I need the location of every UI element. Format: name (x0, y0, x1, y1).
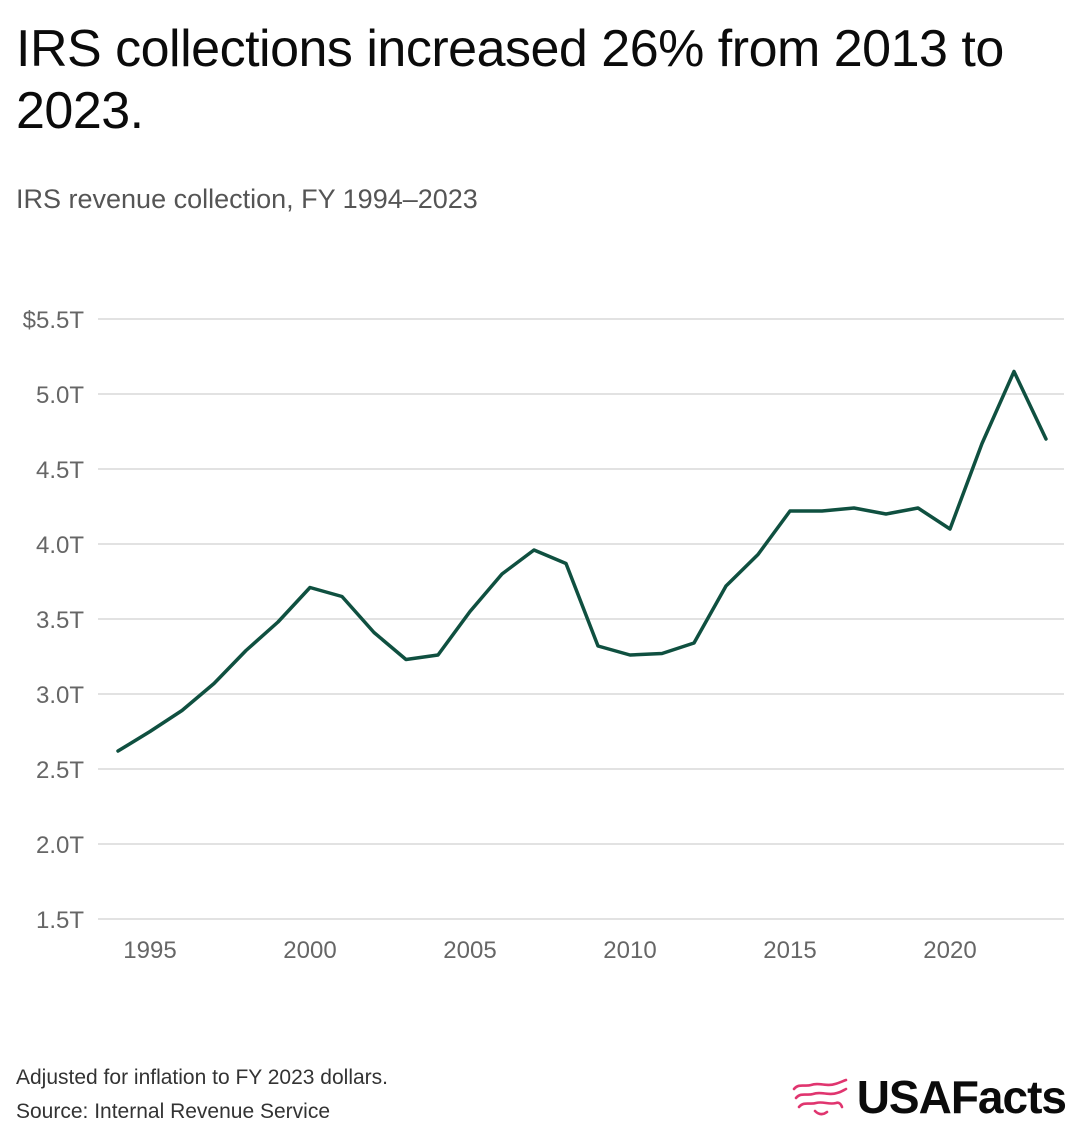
y-tick-label: 5.0T (36, 382, 84, 409)
chart-title: IRS collections increased 26% from 2013 … (16, 20, 1004, 140)
usafacts-logo: USAFacts (791, 1070, 1067, 1124)
us-map-icon (792, 1078, 848, 1116)
y-tick-label: 2.5T (36, 757, 84, 784)
source-note: Source: Internal Revenue Service (16, 1100, 331, 1123)
y-tick-label: 3.5T (36, 607, 84, 634)
series-line (116, 369, 1048, 753)
x-tick-label: 2015 (763, 937, 816, 964)
x-axis-ticks: 1995 2000 2005 2010 2015 2020 (123, 937, 976, 964)
y-tick-label: 3.0T (36, 682, 84, 709)
y-tick-label: 4.5T (36, 457, 84, 484)
gridlines (98, 318, 1064, 920)
x-tick-label: 2005 (443, 937, 496, 964)
x-tick-label: 2020 (923, 937, 976, 964)
x-tick-label: 2010 (603, 937, 656, 964)
y-axis-ticks: 1.5T 2.0T 2.5T 3.0T 3.5T 4.0T 4.5T 5.0T $5.5T (23, 307, 85, 934)
x-tick-label: 1995 (123, 937, 176, 964)
line-chart: 1.5T 2.0T 2.5T 3.0T 3.5T 4.0T 4.5T 5.0T $5.5T 19… (23, 307, 1064, 964)
y-tick-label: $5.5T (23, 307, 85, 334)
brand-name: USAFacts (856, 1071, 1067, 1123)
y-tick-label: 4.0T (36, 532, 84, 559)
inflation-note: Adjusted for inflation to FY 2023 dollar… (16, 1066, 389, 1089)
y-tick-label: 1.5T (36, 907, 84, 934)
y-tick-label: 2.0T (36, 832, 84, 859)
series-layer (116, 369, 1048, 753)
x-tick-label: 2000 (283, 937, 336, 964)
chart-subtitle: IRS revenue collection, FY 1994–2023 (16, 184, 478, 214)
